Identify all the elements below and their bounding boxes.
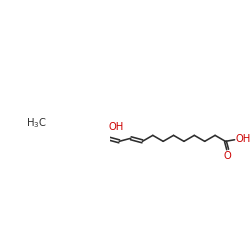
Text: O: O (224, 151, 232, 161)
Text: H$_3$C: H$_3$C (26, 116, 46, 130)
Text: OH: OH (108, 122, 123, 132)
Text: OH: OH (235, 134, 250, 144)
